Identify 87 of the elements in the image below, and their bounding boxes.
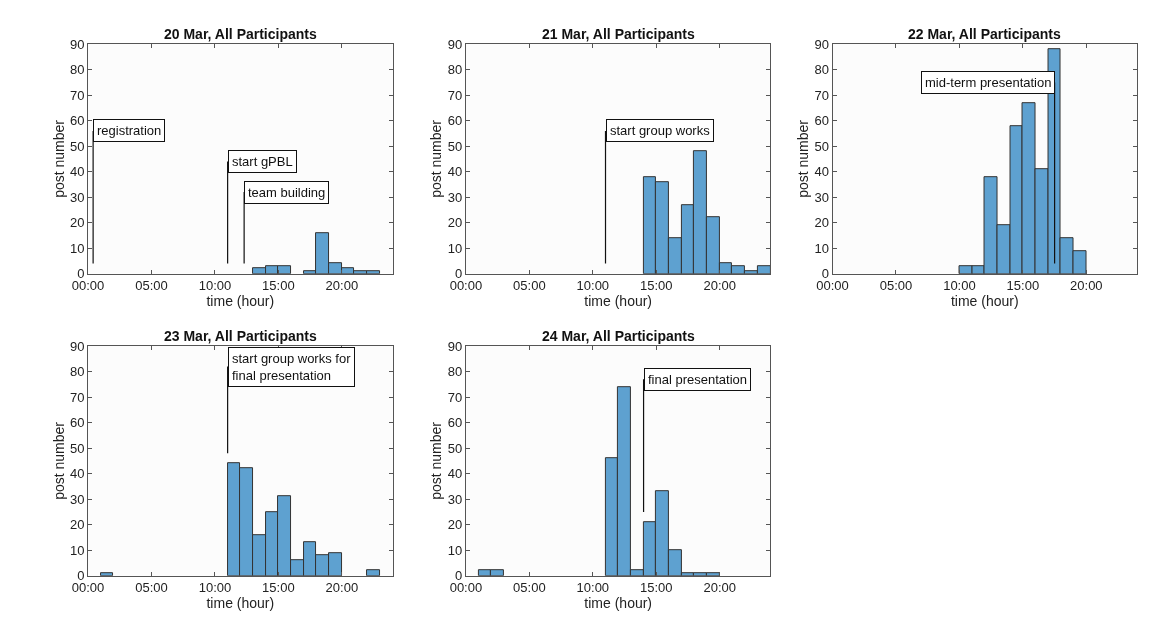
y-tick-label: 30 xyxy=(447,189,463,205)
y-tick-label: 70 xyxy=(447,389,463,405)
x-tick-label: 20:00 xyxy=(1070,278,1103,294)
y-tick-label: 10 xyxy=(447,240,463,256)
x-tick-label: 15:00 xyxy=(262,278,295,294)
ref-line-label: final presentation xyxy=(648,372,748,387)
chart-title: 21 Mar, All Participants xyxy=(542,26,695,42)
y-tick-label: 80 xyxy=(447,62,463,78)
y-tick-label: 40 xyxy=(69,164,85,180)
y-tick-label: 10 xyxy=(69,240,85,256)
x-axis-title: time (hour) xyxy=(584,293,653,310)
y-tick-label: 20 xyxy=(447,215,463,231)
y-tick-label: 90 xyxy=(447,36,463,52)
ref-line-label: team building xyxy=(248,185,326,200)
chart-title: 20 Mar, All Participants xyxy=(164,26,317,42)
y-tick-label: 60 xyxy=(447,113,463,129)
x-tick-label: 10:00 xyxy=(576,580,610,596)
y-tick-label: 20 xyxy=(814,215,829,231)
y-tick-label: 50 xyxy=(447,440,463,456)
x-tick-label: 05:00 xyxy=(135,278,168,294)
x-tick-label: 15:00 xyxy=(640,580,673,596)
ref-line-label: mid-term presentation xyxy=(925,75,1052,90)
y-tick-label: 70 xyxy=(447,87,463,103)
y-tick-label: 10 xyxy=(69,542,85,558)
y-tick-label: 60 xyxy=(69,113,85,129)
y-tick-label: 70 xyxy=(69,87,85,103)
y-tick-label: 40 xyxy=(447,164,463,180)
y-tick-label: 40 xyxy=(69,466,85,482)
y-tick-label: 40 xyxy=(814,164,829,180)
y-tick-label: 60 xyxy=(814,113,829,129)
x-axis-title: time (hour) xyxy=(584,595,653,612)
y-tick-label: 30 xyxy=(814,189,829,205)
y-tick-label: 80 xyxy=(69,364,85,380)
y-tick-label: 70 xyxy=(814,87,829,103)
y-tick-label: 80 xyxy=(69,62,85,78)
x-tick-label: 20:00 xyxy=(325,580,359,596)
y-tick-label: 70 xyxy=(69,389,85,405)
x-tick-label: 05:00 xyxy=(135,580,168,596)
y-tick-label: 90 xyxy=(69,36,85,52)
ref-line-label: start group works xyxy=(610,123,711,138)
x-tick-label: 20:00 xyxy=(703,278,736,294)
x-tick-label: 10:00 xyxy=(943,278,976,294)
y-tick-label: 60 xyxy=(69,415,85,431)
y-tick-label: 80 xyxy=(814,62,829,78)
chart-title: 22 Mar, All Participants xyxy=(908,26,1061,42)
x-tick-label: 15:00 xyxy=(1006,278,1040,294)
y-tick-label: 50 xyxy=(447,138,463,154)
y-tick-label: 30 xyxy=(69,189,85,205)
x-tick-label: 15:00 xyxy=(640,278,673,294)
y-tick-label: 50 xyxy=(814,138,829,154)
y-tick-label: 90 xyxy=(447,338,463,354)
x-tick-label: 10:00 xyxy=(198,580,232,596)
y-axis-title: post number xyxy=(795,119,812,198)
x-tick-label: 05:00 xyxy=(513,278,546,294)
x-tick-label: 15:00 xyxy=(262,580,295,596)
y-tick-label: 80 xyxy=(447,364,463,380)
x-tick-label: 05:00 xyxy=(513,580,546,596)
x-tick-label: 20:00 xyxy=(325,278,359,294)
y-tick-label: 10 xyxy=(814,240,829,256)
x-tick-label: 10:00 xyxy=(576,278,610,294)
x-tick-label: 20:00 xyxy=(703,580,736,596)
y-tick-label: 20 xyxy=(69,517,85,533)
x-axis-title: time (hour) xyxy=(206,595,275,612)
y-tick-label: 90 xyxy=(69,338,85,354)
y-tick-label: 50 xyxy=(69,440,85,456)
y-axis-title: post number xyxy=(50,119,67,198)
y-tick-label: 20 xyxy=(447,517,463,533)
chart-title: 23 Mar, All Participants xyxy=(164,328,317,344)
y-tick-label: 50 xyxy=(69,138,85,154)
x-tick-label: 05:00 xyxy=(879,278,913,294)
y-tick-label: 90 xyxy=(814,36,829,52)
y-tick-label: 20 xyxy=(69,215,85,231)
y-tick-label: 30 xyxy=(69,491,85,507)
y-axis-title: post number xyxy=(428,421,445,500)
x-tick-label: 10:00 xyxy=(198,278,232,294)
y-axis-title: post number xyxy=(50,421,67,500)
chart-title: 24 Mar, All Participants xyxy=(542,328,695,344)
ref-line-label: registration xyxy=(97,123,162,138)
x-axis-title: time (hour) xyxy=(206,293,275,310)
ref-line-label: start group works for final presentation xyxy=(232,351,352,383)
y-tick-label: 30 xyxy=(447,491,463,507)
x-axis-title: time (hour) xyxy=(950,293,1019,310)
y-tick-label: 40 xyxy=(447,466,463,482)
y-axis-title: post number xyxy=(428,119,445,198)
y-tick-label: 60 xyxy=(447,415,463,431)
ref-line-label: start gPBL xyxy=(232,154,293,169)
y-tick-label: 10 xyxy=(447,542,463,558)
